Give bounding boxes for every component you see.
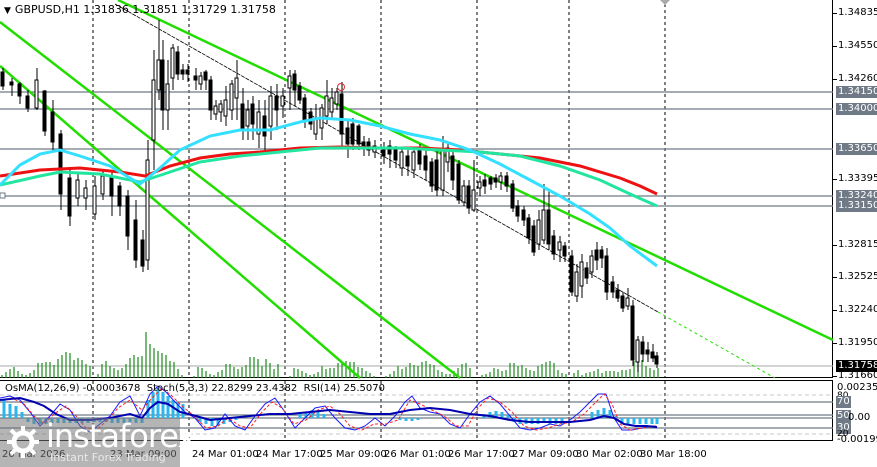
time-label: 25 Mar 09:00 — [320, 449, 387, 460]
level-70: 70 — [836, 396, 851, 408]
channel-projection — [657, 311, 776, 379]
chart-title: ▼ GBPUSD,H1 1.31836 1.31851 1.31729 1.317… — [4, 3, 276, 16]
trend-channel — [0, 0, 834, 379]
level-tag: 1.34000 — [836, 103, 877, 115]
indicator-panel[interactable] — [0, 380, 833, 441]
ema-mid-line — [0, 146, 658, 208]
time-label: 26 Mar 17:00 — [448, 449, 515, 460]
stoch-label: Stoch(5,3,3) 22.8299 23.4382 — [146, 383, 298, 394]
low-value: 1.31729 — [181, 3, 227, 16]
open-value: 1.31836 — [83, 3, 129, 16]
rsi-label: RSI(14) 25.5070 — [303, 383, 385, 394]
instaforex-logo-icon — [7, 426, 39, 458]
ema-slow-line — [0, 145, 658, 196]
level-20: 20 — [837, 429, 849, 439]
chart-shift-marker — [660, 0, 670, 5]
price-tick: 1.31660 — [838, 370, 877, 381]
price-tick: 1.32525 — [838, 271, 877, 282]
time-label: 24 Mar 17:00 — [256, 449, 323, 460]
high-value: 1.31851 — [132, 3, 178, 16]
indicator-zero: 0.00 — [848, 412, 871, 423]
time-label: 24 Mar 01:00 — [192, 449, 259, 460]
price-chart-panel[interactable] — [0, 0, 833, 378]
time-label: 26 Mar 01:00 — [384, 449, 451, 460]
level-tag: 1.33650 — [836, 143, 877, 155]
time-label: 27 Mar 09:00 — [512, 449, 579, 460]
price-tick: 1.31950 — [838, 337, 877, 348]
price-tick: 1.34550 — [838, 40, 877, 51]
stoch-signal-line — [0, 387, 657, 431]
price-tick: 1.32240 — [838, 304, 877, 315]
watermark-brand: instaforex — [46, 417, 196, 455]
support-resistance-levels — [0, 91, 833, 207]
price-tick: 1.33395 — [838, 173, 877, 184]
candlesticks — [0, 20, 659, 372]
symbol-label: GBPUSD,H1 — [14, 3, 80, 16]
level-50: 50 — [836, 410, 851, 422]
indicator-min: -0.001992 — [837, 434, 877, 445]
time-label: 30 Mar 18:00 — [640, 449, 707, 460]
volume-bars — [1, 332, 659, 378]
channel-middle-line — [114, 3, 659, 313]
osma-label: OsMA(12,26,9) -0.0003678 — [5, 383, 141, 394]
level-tag: 1.33240 — [836, 190, 877, 202]
ema-fast-line — [0, 116, 658, 268]
dropdown-triangle-icon[interactable]: ▼ — [4, 6, 11, 16]
price-tick: 1.34835 — [838, 7, 877, 18]
fractal-marker — [337, 83, 345, 91]
current-price-tag: 1.31758 — [836, 360, 877, 372]
indicator-title: OsMA(12,26,9) -0.0003678 Stoch(5,3,3) 22… — [5, 383, 385, 394]
level-tag: 1.34150 — [836, 86, 877, 98]
level-30: 30 — [836, 422, 851, 434]
channel-lower-line — [0, 65, 361, 379]
price-tick: 1.32815 — [838, 239, 877, 250]
time-label: 30 Mar 02:00 — [576, 449, 643, 460]
price-tick: 1.34260 — [838, 73, 877, 84]
watermark-tagline: Instant Forex Trading — [50, 451, 166, 464]
indicator-max: 0.002351 — [837, 382, 877, 393]
level-tag: 1.33150 — [836, 200, 877, 212]
level-handle — [0, 192, 6, 199]
close-value: 1.31758 — [230, 3, 276, 16]
